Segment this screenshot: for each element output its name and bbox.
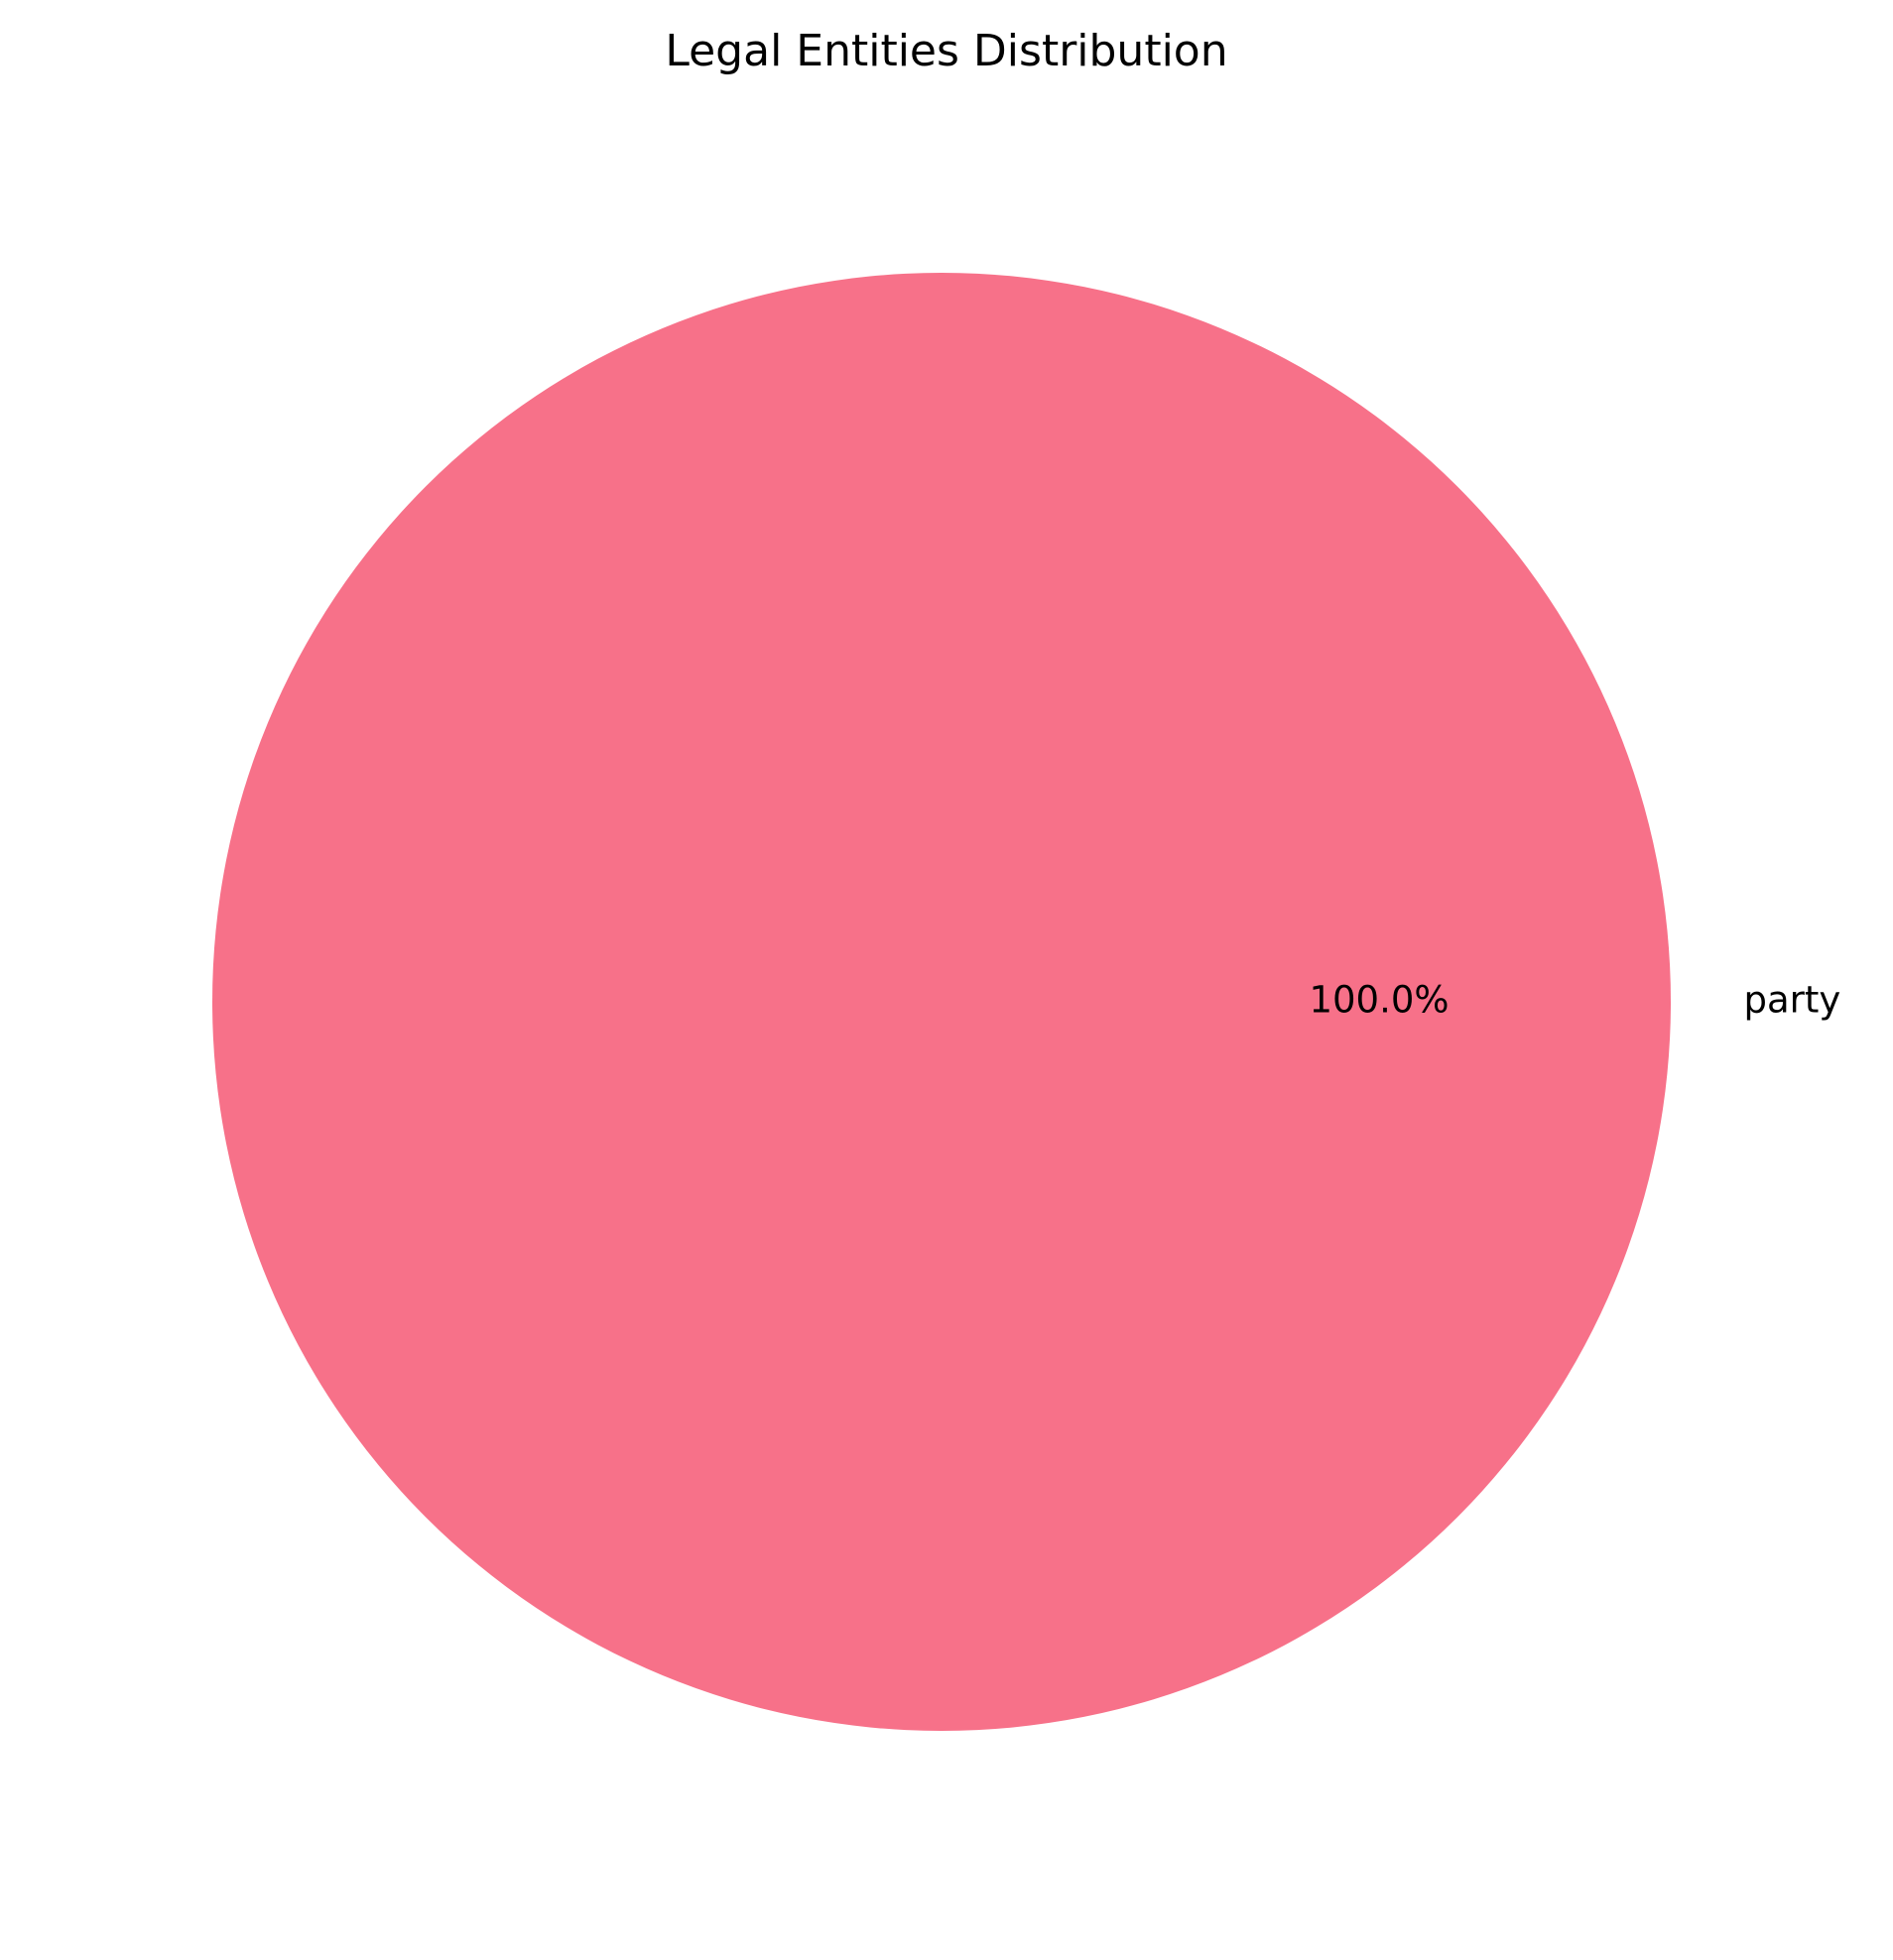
pie-slice-label: party	[1744, 979, 1841, 1022]
chart-title: Legal Entities Distribution	[665, 26, 1227, 76]
pie-slices	[212, 273, 1671, 1731]
pie-slice-percent-label: 100.0%	[1309, 979, 1449, 1022]
pie-slice-party	[212, 273, 1671, 1731]
pie-labels: party 100.0%	[1309, 979, 1840, 1022]
